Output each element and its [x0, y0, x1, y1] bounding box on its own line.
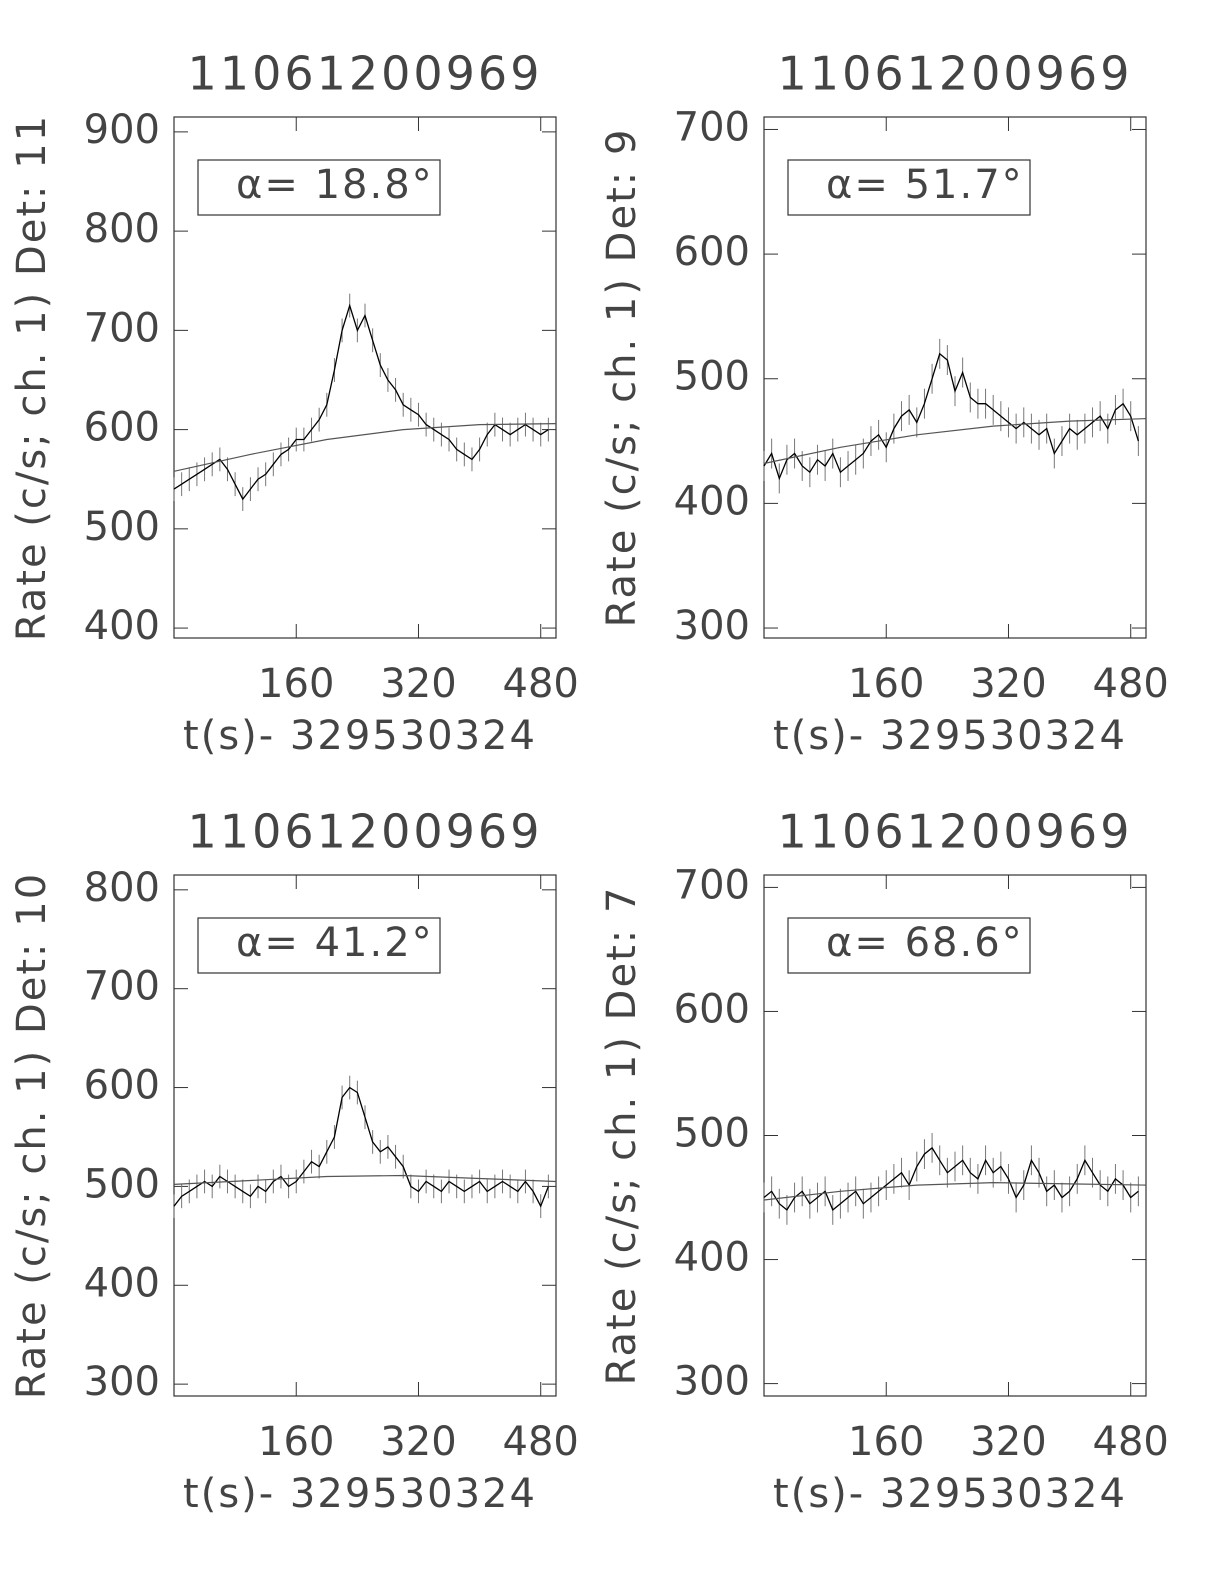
panel-title: 11061200969 [778, 805, 1133, 859]
y-tick-label: 500 [674, 1111, 750, 1157]
y-tick-label: 300 [674, 603, 750, 649]
x-axis-label: t(s)- 329530324 [183, 1471, 537, 1517]
x-tick-label: 160 [258, 661, 334, 707]
y-tick-label: 700 [84, 305, 160, 351]
y-tick-label: 600 [674, 986, 750, 1032]
x-tick-label: 480 [1093, 1419, 1169, 1465]
annotation-box [787, 159, 1031, 216]
y-tick-label: 600 [84, 1063, 160, 1109]
plot-frame [763, 116, 1147, 639]
x-tick-label: 160 [848, 1419, 924, 1465]
y-tick-label: 900 [84, 107, 160, 153]
y-tick-label: 300 [674, 1359, 750, 1405]
y-tick-label: 400 [674, 478, 750, 524]
y-tick-label: 700 [674, 862, 750, 908]
y-tick-label: 500 [84, 504, 160, 550]
panel-title: 11061200969 [188, 805, 543, 859]
y-tick-label: 600 [674, 229, 750, 275]
y-axis-label: Rate (c/s; ch. 1) Det: 7 [599, 886, 645, 1386]
y-axis-label: Rate (c/s; ch. 1) Det: 10 [9, 872, 55, 1399]
x-tick-label: 480 [1093, 661, 1169, 707]
plot-frame [173, 874, 557, 1397]
x-tick-label: 160 [848, 661, 924, 707]
annotation-box [197, 159, 441, 216]
data-line [763, 352, 1140, 481]
y-axis-label: Rate (c/s; ch. 1) Det: 9 [599, 128, 645, 628]
fit-line [763, 1181, 1147, 1201]
y-tick-label: 400 [84, 1260, 160, 1306]
x-tick-label: 320 [380, 661, 456, 707]
y-tick-label: 700 [84, 964, 160, 1010]
panel: 11061200969 t(s)- 329530324 Rate (c/s; ch.… [9, 47, 579, 760]
y-tick-label: 500 [674, 354, 750, 400]
y-tick-label: 800 [84, 865, 160, 911]
annotation: α= 41.2° [236, 920, 434, 966]
fit-line [763, 418, 1147, 465]
panel-title: 11061200969 [778, 47, 1133, 101]
x-tick-label: 320 [380, 1419, 456, 1465]
y-tick-label: 700 [674, 104, 750, 150]
panel-title: 11061200969 [188, 47, 543, 101]
annotation: α= 18.8° [236, 162, 434, 208]
annotation: α= 51.7° [826, 162, 1024, 208]
y-tick-label: 600 [84, 405, 160, 451]
annotation: α= 68.6° [826, 920, 1024, 966]
y-tick-label: 800 [84, 206, 160, 252]
data-line [173, 303, 549, 501]
fit-line [173, 1174, 557, 1185]
annotation-box [787, 917, 1031, 974]
data-line [763, 1146, 1139, 1211]
y-tick-label: 500 [84, 1161, 160, 1207]
panel: 11061200969 t(s)- 329530324 Rate (c/s; ch.… [9, 805, 579, 1518]
panel: 11061200969 t(s)- 329530324 Rate (c/s; ch.… [599, 47, 1169, 760]
panel: 11061200969 t(s)- 329530324 Rate (c/s; ch.… [599, 805, 1169, 1518]
fit-line [173, 423, 557, 472]
annotation-box [197, 917, 441, 974]
y-tick-label: 400 [84, 603, 160, 649]
plot-frame [173, 116, 557, 639]
x-tick-label: 320 [970, 661, 1046, 707]
x-tick-label: 320 [970, 1419, 1046, 1465]
x-axis-label: t(s)- 329530324 [773, 1471, 1127, 1517]
x-tick-label: 480 [503, 661, 579, 707]
data-line [173, 1086, 550, 1208]
x-tick-label: 480 [503, 1419, 579, 1465]
x-axis-label: t(s)- 329530324 [183, 713, 537, 759]
y-tick-label: 400 [674, 1235, 750, 1281]
x-axis-label: t(s)- 329530324 [773, 713, 1127, 759]
y-axis-label: Rate (c/s; ch. 1) Det: 11 [9, 114, 55, 641]
y-tick-label: 300 [84, 1359, 160, 1405]
x-tick-label: 160 [258, 1419, 334, 1465]
